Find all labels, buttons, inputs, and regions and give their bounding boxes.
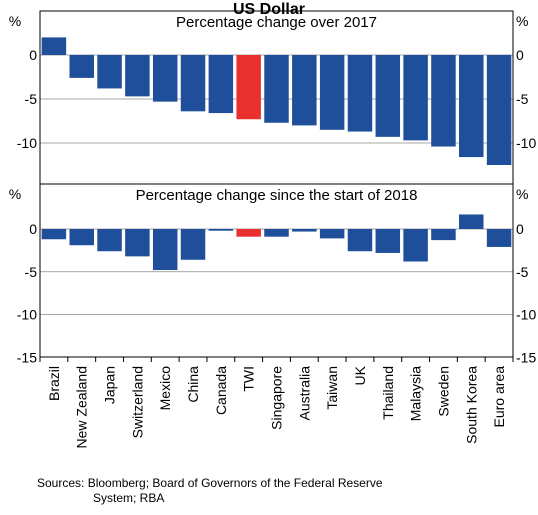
y-tick-right-2: -5 xyxy=(516,264,529,280)
bar-2-uk xyxy=(347,229,373,252)
bar-1-mexico xyxy=(152,55,178,102)
y-tick-left-2: -5 xyxy=(25,264,38,280)
bar-1-new-zealand xyxy=(69,55,94,78)
bar-1-south-korea xyxy=(459,55,484,158)
x-label-japan: Japan xyxy=(102,366,118,404)
bar-2-canada xyxy=(208,229,234,231)
y-tick-right-2: 0 xyxy=(516,221,524,237)
bar-1-canada xyxy=(208,55,234,114)
x-label-australia: Australia xyxy=(296,366,312,421)
y-tick-right-1: -5 xyxy=(516,91,529,107)
bar-1-twi xyxy=(236,55,261,120)
bar-1-australia xyxy=(292,55,317,126)
bar-1-euro-area xyxy=(486,55,512,165)
x-label-thailand: Thailand xyxy=(380,366,396,420)
panel-frame-2 xyxy=(39,183,514,358)
bar-2-brazil xyxy=(41,229,67,240)
bar-1-taiwan xyxy=(319,55,345,130)
source-note: Sources: Bloomberg; Board of Governors o… xyxy=(37,476,383,506)
y-tick-right-2: -10 xyxy=(516,307,536,323)
x-label-canada: Canada xyxy=(213,366,229,415)
bar-1-china xyxy=(180,55,206,112)
bar-2-malaysia xyxy=(403,229,428,262)
bar-2-japan xyxy=(97,229,122,252)
bar-2-mexico xyxy=(152,229,178,271)
x-label-new-zealand: New Zealand xyxy=(74,366,90,449)
bar-2-switzerland xyxy=(125,229,150,257)
bar-2-south-korea xyxy=(459,214,484,229)
y-tick-left-1: -10 xyxy=(17,135,37,151)
x-label-uk: UK xyxy=(352,365,368,385)
y-tick-right-1: 0 xyxy=(516,47,524,63)
bar-2-thailand xyxy=(375,229,401,253)
bar-1-switzerland xyxy=(125,55,150,97)
y-tick-left-2: -15 xyxy=(17,349,37,365)
bar-2-taiwan xyxy=(319,229,345,239)
y-tick-right-2: -15 xyxy=(516,349,536,365)
y-tick-left-1: 0 xyxy=(29,47,37,63)
bar-2-euro-area xyxy=(486,229,512,247)
bar-1-japan xyxy=(97,55,122,89)
bar-2-singapore xyxy=(264,229,289,237)
x-label-taiwan: Taiwan xyxy=(324,366,340,410)
panel-title-1: Percentage change over 2017 xyxy=(176,14,377,31)
x-label-singapore: Singapore xyxy=(269,366,285,430)
bar-1-malaysia xyxy=(403,55,428,141)
bar-1-brazil xyxy=(41,37,67,55)
bar-1-sweden xyxy=(431,55,456,147)
source-line-2: System; RBA xyxy=(93,491,165,505)
x-label-malaysia: Malaysia xyxy=(408,366,424,421)
y-unit-right-1: % xyxy=(516,13,528,29)
y-unit-left-1: % xyxy=(9,13,21,29)
bar-2-china xyxy=(180,229,206,260)
bar-1-thailand xyxy=(375,55,401,137)
bar-2-sweden xyxy=(431,229,456,241)
x-label-brazil: Brazil xyxy=(46,366,62,401)
bar-2-australia xyxy=(292,229,317,232)
y-tick-left-1: -5 xyxy=(25,91,38,107)
x-label-sweden: Sweden xyxy=(435,366,451,417)
bar-1-uk xyxy=(347,55,373,132)
chart: US Dollar Percentage change over 2017% % 0… xyxy=(9,1,537,449)
source-line-1: Sources: Bloomberg; Board of Governors o… xyxy=(37,476,383,490)
y-tick-right-1: -10 xyxy=(516,135,536,151)
x-label-south-korea: South Korea xyxy=(463,366,479,444)
x-label-euro-area: Euro area xyxy=(491,366,507,428)
x-label-china: China xyxy=(185,366,201,403)
y-tick-left-2: -10 xyxy=(17,307,37,323)
panel-title-2: Percentage change since the start of 201… xyxy=(136,187,418,204)
bar-2-twi xyxy=(236,229,261,237)
y-tick-left-2: 0 xyxy=(29,221,37,237)
x-label-mexico: Mexico xyxy=(157,366,173,411)
chart-title: US Dollar xyxy=(233,1,305,18)
y-unit-right-2: % xyxy=(516,186,528,202)
bar-2-new-zealand xyxy=(69,229,94,246)
x-label-twi: TWI xyxy=(241,366,257,392)
bar-1-singapore xyxy=(264,55,289,123)
x-label-switzerland: Switzerland xyxy=(129,366,145,438)
y-unit-left-2: % xyxy=(9,186,21,202)
